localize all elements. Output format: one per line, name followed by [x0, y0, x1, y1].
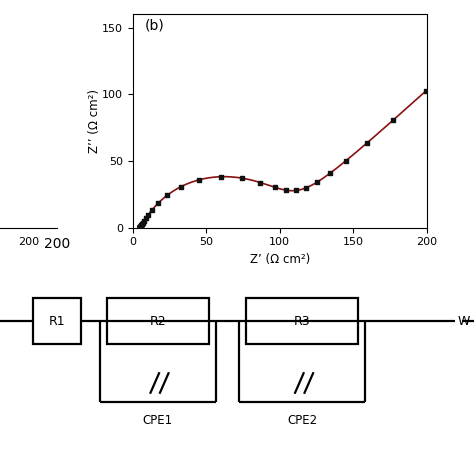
Point [137, 224, 144, 231]
Point [142, 214, 150, 222]
Point [217, 173, 225, 181]
Point [137, 224, 144, 231]
Point [137, 222, 145, 229]
Point [389, 117, 397, 124]
X-axis label: Z’ (Ω cm²): Z’ (Ω cm²) [249, 253, 310, 266]
Point [137, 223, 144, 231]
Point [313, 178, 321, 186]
Point [164, 191, 171, 199]
Point [422, 87, 430, 95]
Text: CPE1: CPE1 [143, 414, 173, 427]
Point [137, 224, 144, 231]
Point [363, 139, 371, 147]
Point [292, 187, 300, 194]
Point [140, 217, 148, 225]
Text: 200: 200 [18, 237, 39, 246]
Point [177, 183, 184, 191]
Text: R2: R2 [149, 315, 166, 328]
Point [137, 223, 144, 231]
Point [137, 224, 144, 231]
Point [271, 183, 278, 191]
Point [145, 211, 152, 219]
Point [137, 223, 144, 231]
Point [342, 157, 350, 164]
Text: R3: R3 [294, 315, 310, 328]
Text: W: W [457, 315, 470, 328]
Bar [33, 299, 81, 344]
Point [238, 174, 246, 182]
Point [137, 224, 144, 231]
Text: R1: R1 [48, 315, 65, 328]
Point [137, 224, 144, 231]
Text: CPE2: CPE2 [287, 414, 317, 427]
Point [138, 220, 146, 228]
Point [326, 170, 334, 177]
Text: (b): (b) [145, 18, 164, 32]
Y-axis label: Z’’ (Ω cm²): Z’’ (Ω cm²) [88, 89, 100, 153]
Point [256, 179, 264, 186]
Point [148, 206, 156, 213]
Point [137, 224, 144, 231]
Bar [246, 299, 358, 344]
Point [137, 221, 145, 229]
Point [139, 219, 146, 227]
Point [137, 224, 144, 231]
Point [137, 224, 144, 231]
Point [283, 186, 290, 194]
Point [302, 184, 310, 191]
Point [196, 176, 203, 183]
Point [137, 224, 144, 231]
Bar [107, 299, 209, 344]
Point [155, 200, 162, 207]
Point [137, 222, 145, 230]
Point [137, 223, 145, 230]
